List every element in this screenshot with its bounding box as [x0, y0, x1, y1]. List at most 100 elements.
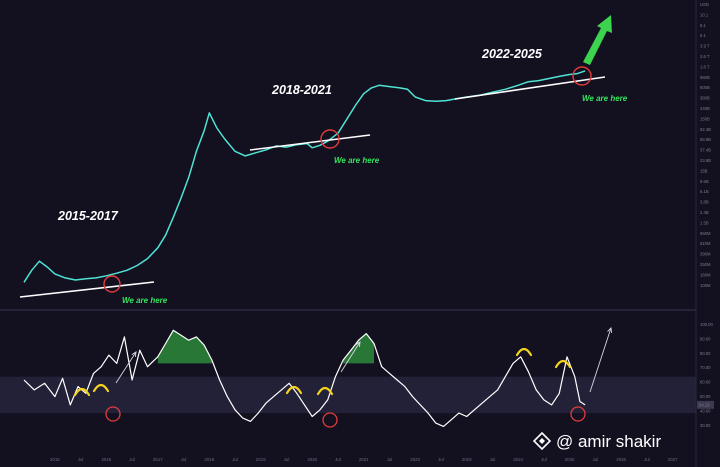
- price-tick-label: 10.1: [700, 12, 709, 17]
- target-up-arrow: [583, 15, 612, 65]
- price-tick-label: 92.4B: [700, 127, 711, 132]
- price-tick-label: 250M: [700, 262, 711, 267]
- oscillator-line: [23, 329, 586, 427]
- watermark: @ amir shakir: [532, 431, 661, 451]
- price-tick-label: 2.4B: [700, 210, 709, 215]
- price-tick-label: 1.5B: [700, 220, 709, 225]
- marker-circle-2015: [103, 275, 121, 293]
- peak-arc: [554, 359, 572, 369]
- osc-arrow-2020-head: [355, 341, 361, 348]
- osc-arrow-2025: [589, 327, 612, 393]
- time-tick-label: Jul: [78, 457, 84, 462]
- time-tick-label: 2019: [256, 457, 266, 462]
- oscillator-tick-label: 80.00: [700, 351, 711, 356]
- oscillator-tick-label: 100.00: [700, 322, 713, 327]
- osc-arrow-2016-head: [131, 351, 137, 358]
- time-tick-label: Jul: [541, 457, 547, 462]
- price-tick-label: 960M: [700, 231, 711, 236]
- here-label-2018: We are here: [334, 156, 380, 165]
- price-tick-label: 23.8B: [700, 158, 711, 163]
- time-tick-label: 2015: [50, 457, 60, 462]
- price-tick-label: 8.1: [700, 23, 706, 28]
- oscillator-tick-label: 50.00: [700, 394, 711, 399]
- cycle-label-2022: 2022-2025: [481, 47, 543, 61]
- peak-arc: [73, 387, 91, 397]
- time-tick-label: 2027: [668, 457, 678, 462]
- current-value-label: 54.13: [699, 403, 710, 408]
- price-axis: USD 10.1 8.1 6.1 3.9 T 2.6 T 1.6 T 960B 600B 380B…: [700, 2, 711, 288]
- time-tick-label: Jul: [181, 457, 187, 462]
- time-tick-label: Jul: [129, 457, 135, 462]
- oscillator-axis: 100.00 90.00 80.00 70.00 60.00 50.00 40.00 30.0…: [697, 322, 714, 428]
- time-tick-label: Jul: [387, 457, 393, 462]
- time-tick-label: 2024: [513, 457, 523, 462]
- time-tick-label: Jul: [644, 457, 650, 462]
- price-tick-label: 610M: [700, 241, 711, 246]
- price-tick-label: 2.6 T: [700, 54, 710, 59]
- price-tick-label: 15B: [700, 168, 708, 173]
- price-tick-label: 1.6 T: [700, 64, 710, 69]
- price-tick-label: 960B: [700, 75, 710, 80]
- osc-arrow-2016: [115, 351, 137, 384]
- time-tick-label: 2023: [462, 457, 472, 462]
- oscillator-tick-label: 70.00: [700, 365, 711, 370]
- time-tick-label: Jul: [335, 457, 341, 462]
- time-tick-label: Jul: [284, 457, 290, 462]
- oscillator-tick-label: 60.00: [700, 380, 711, 385]
- support-line-2015: [19, 281, 155, 298]
- here-label-2022: We are here: [582, 94, 628, 103]
- here-label-2015: We are here: [122, 296, 168, 305]
- oscillator-tick-label: 30.00: [700, 423, 711, 428]
- price-tick-label: 3.8B: [700, 200, 709, 205]
- time-tick-label: 2021: [359, 457, 369, 462]
- price-tick-label: 3.9 T: [700, 44, 710, 49]
- time-tick-label: Jul: [490, 457, 496, 462]
- oscillator-tick-label: 40.00: [700, 408, 711, 413]
- time-axis: 2015 Jul 2016 Jul 2017 Jul 2018 Jul 2019 Jul 2020 J…: [50, 457, 678, 462]
- price-tick-label: 37.4B: [700, 148, 711, 153]
- price-tick-label: 600B: [700, 85, 710, 90]
- binance-diamond-core: [539, 438, 545, 444]
- price-tick-label: 9.6B: [700, 179, 709, 184]
- time-tick-label: 2025: [565, 457, 575, 462]
- price-tick-label: 6.1B: [700, 189, 709, 194]
- time-tick-label: Jul: [232, 457, 238, 462]
- price-tick-label: 240B: [700, 106, 710, 111]
- time-tick-label: 2026: [616, 457, 626, 462]
- time-tick-label: 2022: [410, 457, 420, 462]
- peak-arc: [515, 347, 533, 357]
- price-tick-label: 380B: [700, 96, 710, 101]
- price-tick-label: 100M: [700, 283, 711, 288]
- osc-circle-2015: [105, 406, 121, 422]
- marker-circle-2018: [320, 129, 340, 149]
- price-tick-label: 150B: [700, 116, 710, 121]
- price-tick-label: 58.8B: [700, 137, 711, 142]
- osc-circle-2022: [570, 406, 586, 422]
- support-line-2022: [454, 76, 606, 100]
- time-tick-label: 2020: [307, 457, 317, 462]
- price-tick-label: 160M: [700, 272, 711, 277]
- support-line-2018: [249, 134, 371, 151]
- annotation-layer: 2015-2017 2018-2021 2022-2025 We are here We…: [19, 15, 628, 428]
- peak-arc: [92, 383, 110, 393]
- current-value-badge: [697, 400, 714, 409]
- marker-circle-2022: [572, 66, 592, 86]
- time-tick-label: 2017: [153, 457, 163, 462]
- peak-arc: [316, 386, 334, 396]
- peak-arc: [285, 385, 303, 395]
- osc-circle-2018: [322, 412, 338, 428]
- oscillator-high-fill: [157, 330, 212, 364]
- osc-arrow-2025-head: [607, 327, 613, 334]
- oscillator-band: [0, 376, 696, 414]
- oscillator-tick-label: 90.00: [700, 336, 711, 341]
- time-tick-label: Jul: [593, 457, 599, 462]
- watermark-text: @ amir shakir: [556, 432, 661, 451]
- time-tick-label: Jul: [438, 457, 444, 462]
- cycle-label-2018: 2018-2021: [271, 83, 332, 97]
- price-tick-label: 390M: [700, 252, 711, 257]
- time-tick-label: 2018: [204, 457, 214, 462]
- price-tick-label: 6.1: [700, 33, 706, 38]
- binance-diamond-icon: [532, 431, 552, 451]
